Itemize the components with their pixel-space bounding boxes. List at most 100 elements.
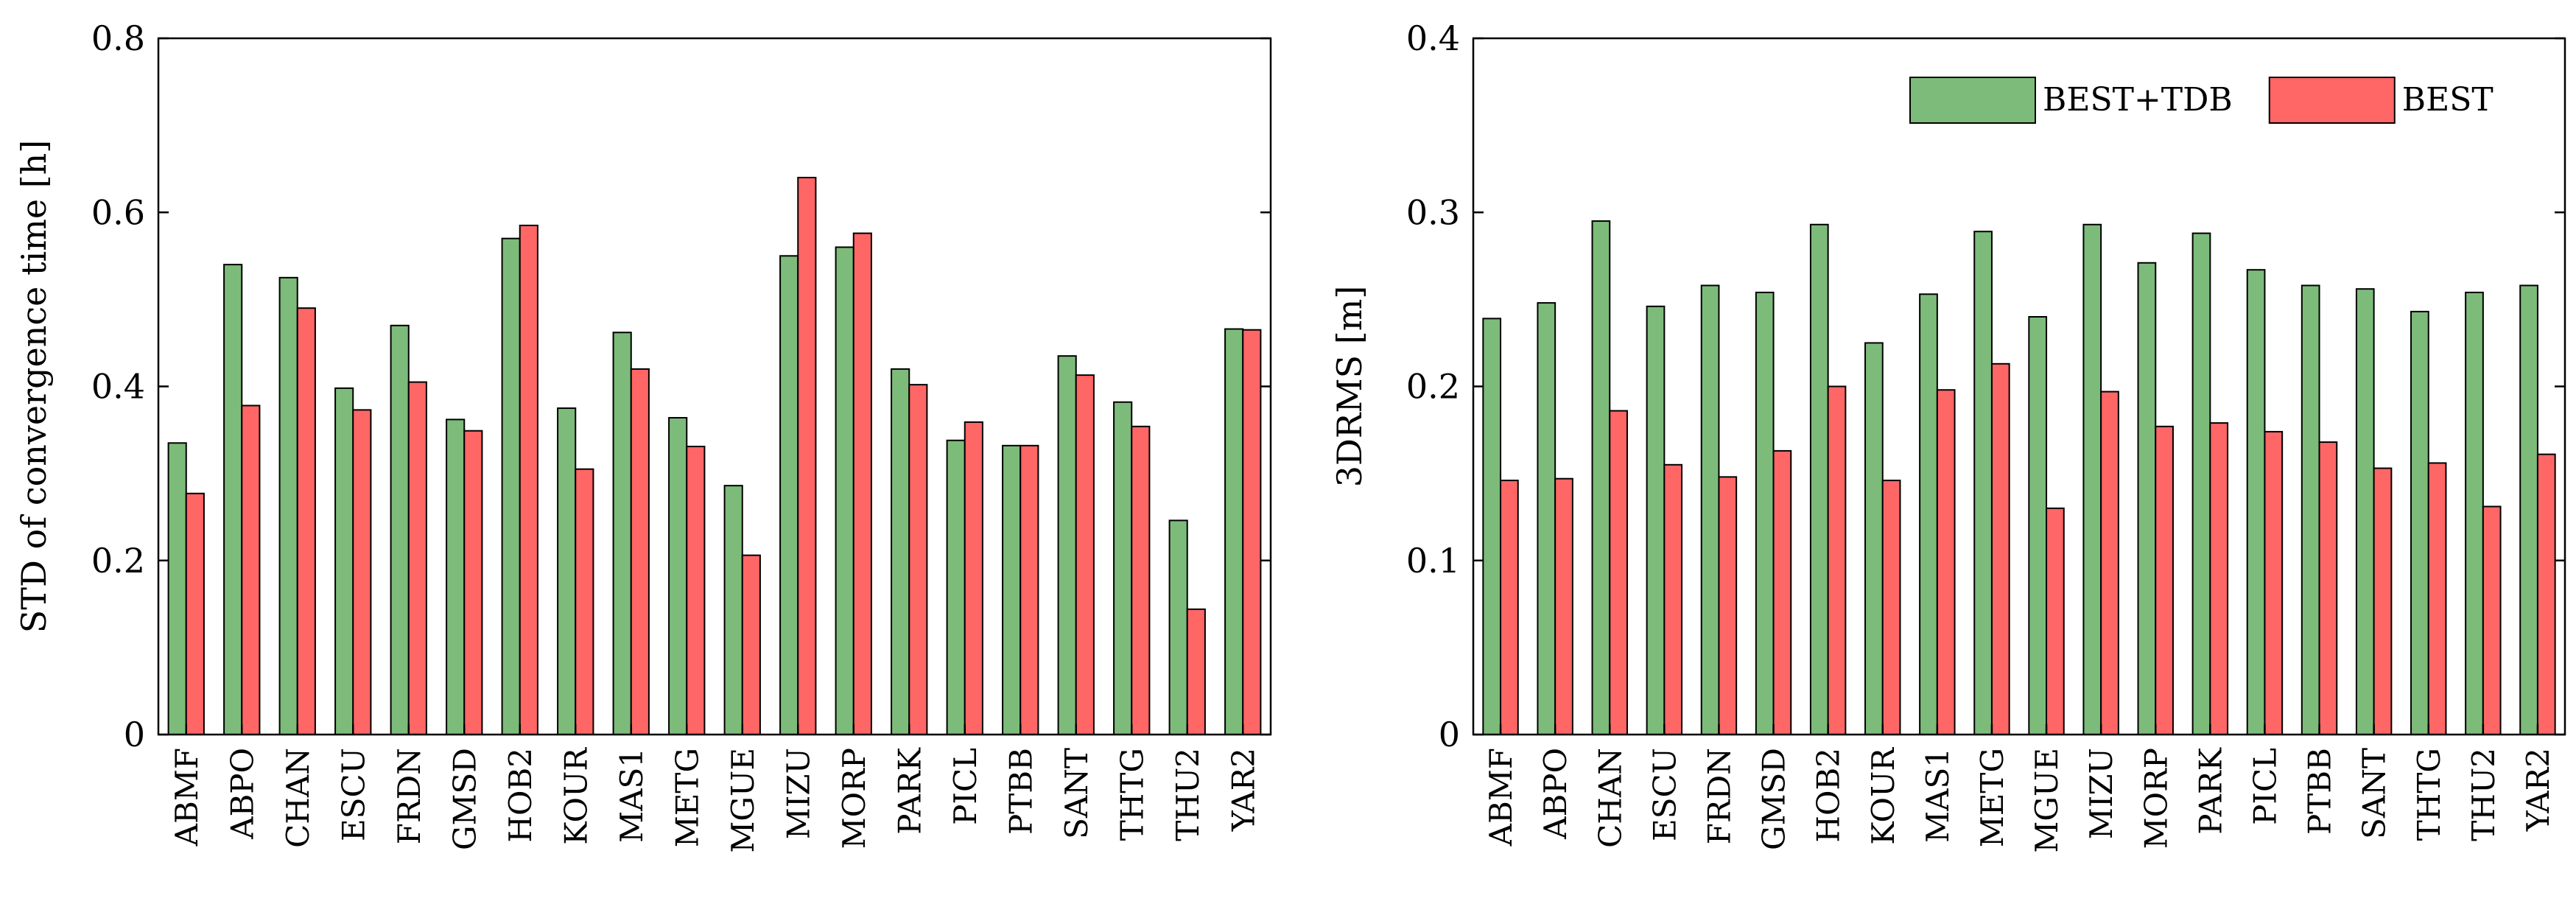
bar-best-thu2: BEST THU2: 0.144 [1186,608,1206,736]
x-tick-label-park: PARK [891,746,927,834]
bar-best-gmsd: BEST GMSD: 0.163 [1772,449,1792,735]
bar-best-tdb-frdn: BEST+TDB FRDN: 0.47 [390,324,410,735]
bar-best-morp: BEST MORP: 0.576 [852,232,872,736]
y-axis-title: 3DRMS [m] [1330,286,1369,488]
x-tick-label-frdn: FRDN [1701,748,1737,844]
y-tick-label: 0.1 [1406,541,1460,581]
bar-best-tdb-abpo: BEST+TDB ABPO: 0.54 [223,264,243,736]
bar-best-tdb-mizu: BEST+TDB MIZU: 0.55 [779,255,799,735]
bar-best-kour: BEST KOUR: 0.305 [575,468,594,735]
y-tick-label: 0.4 [91,367,145,407]
bar-best-chan: BEST CHAN: 0.49 [296,307,316,735]
x-tick-label-mgue: MGUE [725,748,761,853]
bar-best-tdb-mas1: BEST+TDB MAS1: 0.253 [1919,293,1938,736]
x-tick-label-mgue: MGUE [2029,748,2065,853]
bar-best-kour: BEST KOUR: 0.146 [1881,480,1901,736]
x-tick-label-sant: SANT [2356,748,2393,839]
bar-best-chan: BEST CHAN: 0.186 [1609,410,1628,736]
bar-best-mgue: BEST MGUE: 0.13 [2046,507,2065,736]
bar-best-mas1: BEST MAS1: 0.198 [1936,389,1956,735]
bar-best-tdb-sant: BEST+TDB SANT: 0.435 [1057,355,1077,736]
bar-best-tdb-mgue: BEST+TDB MGUE: 0.286 [723,485,743,735]
legend: BEST+TDB BEST [1909,77,2493,124]
x-tick-label-escu: ESCU [335,748,371,841]
bar-best-tdb-abmf: BEST+TDB ABMF: 0.239 [1482,318,1502,735]
convergence-std-chart: BEST+TDB ABMF: 0.335BEST ABMF: 0.277 BEST… [14,18,1272,853]
x-tick-label-kour: KOUR [1865,747,1901,845]
x-tick-label-frdn: FRDN [391,748,427,844]
x-tick-label-picl: PICL [947,748,983,825]
y-tick-label: 0.8 [91,18,145,58]
bar-best-abmf: BEST ABMF: 0.277 [185,492,205,735]
plot-frame [157,37,1272,736]
bar-best-ptbb: BEST PTBB: 0.168 [2318,441,2338,735]
bar-best-thu2: BEST THU2: 0.131 [2482,505,2502,735]
y-tick-label: 0.2 [1406,367,1460,407]
bar-best-tdb-gmsd: BEST+TDB GMSD: 0.254 [1755,291,1775,736]
plot-frame [1472,37,2566,736]
bar-best-tdb-ptbb: BEST+TDB PTBB: 0.258 [2300,284,2320,736]
bar-best-tdb-sant: BEST+TDB SANT: 0.256 [2355,288,2375,735]
bar-best-tdb-gmsd: BEST+TDB GMSD: 0.362 [446,418,466,735]
bar-best-frdn: BEST FRDN: 0.405 [407,381,427,736]
x-tick-label-mas1: MAS1 [614,748,650,843]
bar-best-tdb-yar2: BEST+TDB YAR2: 0.466 [1224,328,1244,736]
bar-best-hob2: BEST HOB2: 0.2 [1827,385,1847,735]
x-tick-label-morp: MORP [2138,748,2174,849]
bar-best-tdb-thu2: BEST+TDB THU2: 0.254 [2465,291,2484,736]
bar-best-tdb-yar2: BEST+TDB YAR2: 0.258 [2519,284,2538,736]
bar-best-tdb-mizu: BEST+TDB MIZU: 0.293 [2082,223,2102,736]
bar-best-abpo: BEST ABPO: 0.378 [241,404,261,735]
x-tick-label-abpo: ABPO [224,748,260,840]
bar-best-escu: BEST ESCU: 0.155 [1663,463,1683,735]
y-tick-label: 0.2 [91,541,145,581]
x-tick-label-yar2: YAR2 [2520,748,2556,832]
bar-best-tdb-thu2: BEST+TDB THU2: 0.246 [1168,519,1188,735]
bar-best-abmf: BEST ABMF: 0.146 [1500,480,1519,736]
x-tick-label-ptbb: PTBB [1003,748,1039,835]
bar-best-tdb-picl: BEST+TDB PICL: 0.267 [2246,269,2266,735]
bar-best-tdb-kour: BEST+TDB KOUR: 0.225 [1864,342,1884,735]
y-axis-title: STD of convergence time [h] [14,140,54,633]
x-tick-label-sant: SANT [1059,748,1095,839]
y-tick-label: 0.6 [91,192,145,232]
x-tick-label-mas1: MAS1 [1920,748,1956,843]
x-tick-label-gmsd: GMSD [446,748,482,850]
x-tick-label-abpo: ABPO [1537,748,1573,840]
bar-best-morp: BEST MORP: 0.177 [2155,425,2174,736]
bar-best-tdb-chan: BEST+TDB CHAN: 0.525 [278,276,298,735]
y-tick-label: 0.3 [1406,192,1460,232]
bar-best-frdn: BEST FRDN: 0.148 [1718,476,1738,735]
x-tick-label-chan: CHAN [1592,748,1628,848]
bar-best-tdb-hob2: BEST+TDB HOB2: 0.57 [501,237,521,735]
bar-best-tdb-mgue: BEST+TDB MGUE: 0.24 [2028,316,2048,735]
bar-best-mizu: BEST MIZU: 0.64 [797,177,817,735]
x-tick-label-ptbb: PTBB [2302,748,2338,835]
legend-label-best: BEST [2402,81,2493,119]
x-tick-label-escu: ESCU [1646,748,1682,841]
bar-best-tdb-abmf: BEST+TDB ABMF: 0.335 [167,442,187,736]
bar-best-sant: BEST SANT: 0.153 [2373,467,2393,735]
x-tick-label-thtg: THTG [1114,748,1150,841]
bar-best-sant: BEST SANT: 0.413 [1075,374,1095,735]
bar-best-mas1: BEST MAS1: 0.42 [630,368,650,735]
y-tick-label: 0 [124,715,145,754]
bar-best-tdb-escu: BEST+TDB ESCU: 0.246 [1646,305,1666,735]
bar-best-thtg: BEST THTG: 0.354 [1131,425,1151,736]
bar-best-tdb-abpo: BEST+TDB ABPO: 0.248 [1537,302,1557,736]
x-tick-label-chan: CHAN [280,748,316,848]
bar-best-gmsd: BEST GMSD: 0.349 [463,430,483,735]
bar-best-yar2: BEST YAR2: 0.465 [1242,329,1262,736]
x-tick-label-hob2: HOB2 [1811,748,1847,843]
x-tick-label-mizu: MIZU [780,748,816,839]
bar-best-park: BEST PARK: 0.179 [2209,422,2229,735]
bar-best-tdb-hob2: BEST+TDB HOB2: 0.293 [1809,223,1829,736]
bar-best-picl: BEST PICL: 0.359 [964,421,983,735]
3drms-chart: BEST+TDB ABMF: 0.239BEST ABMF: 0.146 BEST… [1330,18,2566,853]
bar-best-hob2: BEST HOB2: 0.585 [519,224,538,736]
bar-best-tdb-thtg: BEST+TDB THTG: 0.382 [1113,401,1133,735]
x-tick-label-thtg: THTG [2411,748,2447,841]
y-tick-label: 0 [1439,715,1460,754]
x-tick-label-metg: METG [1974,748,2010,847]
